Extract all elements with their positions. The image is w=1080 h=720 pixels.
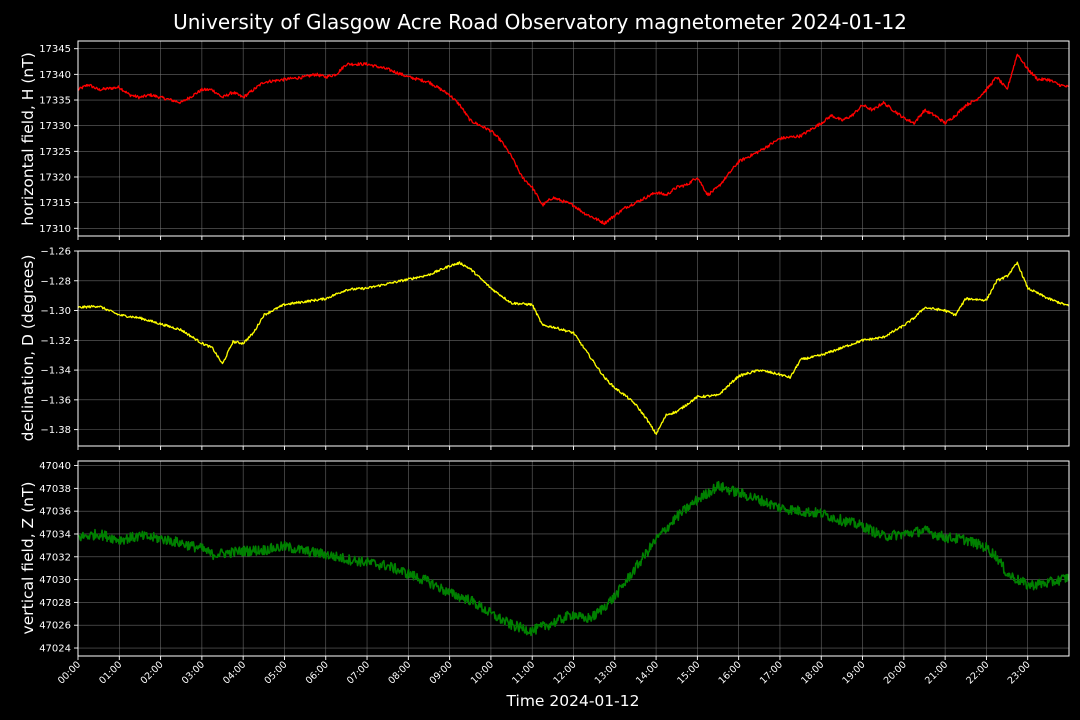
h-y-tick-label: 17345	[39, 44, 71, 55]
x-tick-label: 06:00	[304, 659, 331, 686]
x-tick-label: 18:00	[799, 659, 826, 686]
declination-panel: −1.38 −1.36 −1.34 −1.32 −1.30 −1.28 −1.26	[40, 247, 1070, 450]
x-tick-label: 00:00	[56, 659, 83, 686]
x-tick-label: 07:00	[345, 659, 372, 686]
d-y-tick-label: −1.36	[40, 395, 71, 406]
x-tick-label: 03:00	[180, 659, 207, 686]
d-axes-frame	[77, 250, 1070, 447]
h-y-tick-label: 17325	[39, 147, 71, 158]
h-y-tick-label: 17320	[39, 172, 71, 183]
d-y-tick-label: −1.28	[40, 276, 71, 287]
z-axes-frame	[77, 460, 1070, 657]
x-tick-label: 15:00	[675, 659, 702, 686]
d-y-tick-label: −1.38	[40, 425, 71, 436]
x-tick-label: 12:00	[551, 659, 578, 686]
x-tick-label: 11:00	[510, 659, 537, 686]
x-tick-label: 19:00	[841, 659, 868, 686]
h-axis-label: horizontal field, H (nT)	[19, 52, 37, 226]
d-series-line	[77, 261, 1070, 435]
horizontal-field-panel: 17310 17315 17320 17325 17330 17335 17340 17345	[39, 40, 1070, 240]
x-tick-label: 16:00	[717, 659, 744, 686]
x-tick-label: 23:00	[1006, 659, 1033, 686]
vertical-field-panel: 47024 47026 47028 47030 47032 47034 47036 47038…	[39, 460, 1070, 660]
z-y-tick-label: 47036	[39, 507, 71, 518]
h-series-line	[77, 53, 1070, 226]
z-y-tick-label: 47032	[39, 552, 71, 563]
z-y-tick-label: 47030	[39, 575, 71, 586]
x-tick-label: 17:00	[758, 659, 785, 686]
x-tick-label: 13:00	[593, 659, 620, 686]
z-y-tick-label: 47040	[39, 461, 71, 472]
x-tick-label: 01:00	[97, 659, 124, 686]
x-tick-label: 21:00	[923, 659, 950, 686]
x-tick-label: 14:00	[634, 659, 661, 686]
h-y-tick-label: 17315	[39, 198, 71, 209]
h-y-tick-label: 17310	[39, 224, 71, 235]
d-y-tick-label: −1.30	[40, 306, 71, 317]
d-axis-label: declination, D (degrees)	[19, 255, 37, 442]
time-axis-label: Time 2024-01-12	[506, 692, 640, 710]
z-y-tick-label: 47034	[39, 529, 71, 540]
z-y-tick-label: 47026	[39, 621, 71, 632]
d-y-tick-label: −1.26	[40, 247, 71, 258]
x-tick-label: 08:00	[386, 659, 413, 686]
d-y-tick-label: −1.34	[40, 366, 71, 377]
x-tick-label: 10:00	[469, 659, 496, 686]
h-axes-frame	[77, 40, 1070, 237]
x-tick-label: 09:00	[428, 659, 455, 686]
x-tick-label: 20:00	[882, 659, 909, 686]
z-axis-label: vertical field, Z (nT)	[19, 482, 37, 635]
x-tick-label: 04:00	[221, 659, 248, 686]
x-tick-label: 05:00	[262, 659, 289, 686]
figure-title: University of Glasgow Acre Road Observat…	[173, 10, 907, 34]
h-y-tick-label: 17335	[39, 96, 71, 107]
z-y-tick-label: 47038	[39, 484, 71, 495]
z-y-tick-label: 47028	[39, 598, 71, 609]
h-y-tick-label: 17340	[39, 70, 71, 81]
x-tick-label: 02:00	[139, 659, 166, 686]
z-y-tick-label: 47024	[39, 644, 71, 655]
time-axis-ticks: 00:00 01:00 02:00 03:00 04:00 05:00 06:00 07:00…	[56, 659, 1033, 686]
d-y-tick-label: −1.32	[40, 336, 71, 347]
h-y-tick-label: 17330	[39, 121, 71, 132]
z-series-line	[77, 480, 1070, 637]
x-tick-label: 22:00	[964, 659, 991, 686]
